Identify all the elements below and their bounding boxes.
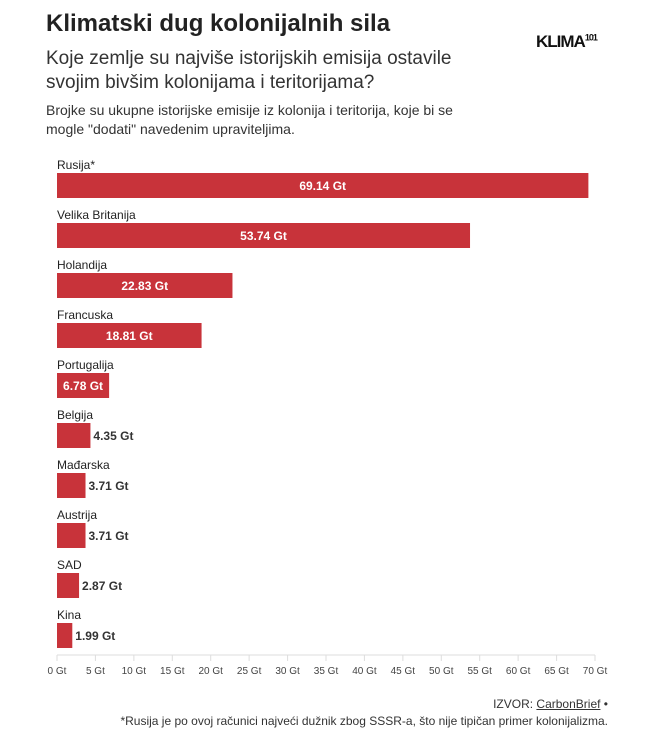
data-label: 18.81 Gt [106,329,153,343]
source: IZVOR: CarbonBrief • [493,697,608,711]
category-label: Austrija [57,508,97,522]
category-label: Mađarska [57,458,110,472]
bar [57,223,471,248]
x-tick-label: 70 Gt [583,666,608,677]
bar [57,523,86,548]
category-label: Holandija [57,258,107,272]
bar [57,473,86,498]
logo-text: KLIMA [536,32,586,51]
x-tick-label: 50 Gt [429,666,454,677]
x-tick-label: 10 Gt [122,666,147,677]
x-tick-label: 30 Gt [275,666,300,677]
bar [57,173,589,198]
data-label: 6.78 Gt [63,379,103,393]
bar [57,323,202,348]
data-label: 69.14 Gt [299,179,346,193]
x-tick-label: 20 Gt [198,666,223,677]
logo-sup: 101 [584,32,598,43]
data-label: 3.71 Gt [89,529,129,543]
category-label: Kina [57,608,81,622]
x-tick-label: 5 Gt [86,666,105,677]
chart-title: Klimatski dug kolonijalnih sila [46,10,391,37]
data-label: 4.35 Gt [93,429,133,443]
x-tick-label: 35 Gt [314,666,339,677]
x-tick-label: 60 Gt [506,666,531,677]
bar [57,623,73,648]
x-tick-label: 25 Gt [237,666,262,677]
data-label: 1.99 Gt [75,629,115,643]
x-tick-label: 0 Gt [48,666,67,677]
footnote: *Rusija je po ovoj računici najveći dužn… [120,714,608,728]
source-link[interactable]: CarbonBrief [536,697,601,711]
data-label: 2.87 Gt [82,579,122,593]
bar [57,573,80,598]
klima101-logo: KLIMA101 [536,32,598,52]
category-label: Velika Britanija [57,208,136,222]
data-label: 3.71 Gt [89,479,129,493]
bar [57,373,110,398]
bar [57,273,233,298]
chart-subtitle: Koje zemlje su najviše istorijskih emisi… [46,48,452,93]
category-label: Rusija* [57,158,95,172]
data-label: 53.74 Gt [240,229,287,243]
x-tick-label: 15 Gt [160,666,185,677]
chart-description: Brojke su ukupne istorijske emisije iz k… [46,102,453,137]
x-tick-label: 40 Gt [352,666,377,677]
bar [57,423,91,448]
x-tick-label: 55 Gt [467,666,492,677]
x-tick-label: 65 Gt [544,666,569,677]
category-label: Francuska [57,308,113,322]
source-tail: • [600,697,608,711]
data-label: 22.83 Gt [121,279,168,293]
category-label: SAD [57,558,82,572]
category-label: Belgija [57,408,93,422]
category-label: Portugalija [57,358,114,372]
source-label: IZVOR: [493,697,537,711]
x-tick-label: 45 Gt [391,666,416,677]
